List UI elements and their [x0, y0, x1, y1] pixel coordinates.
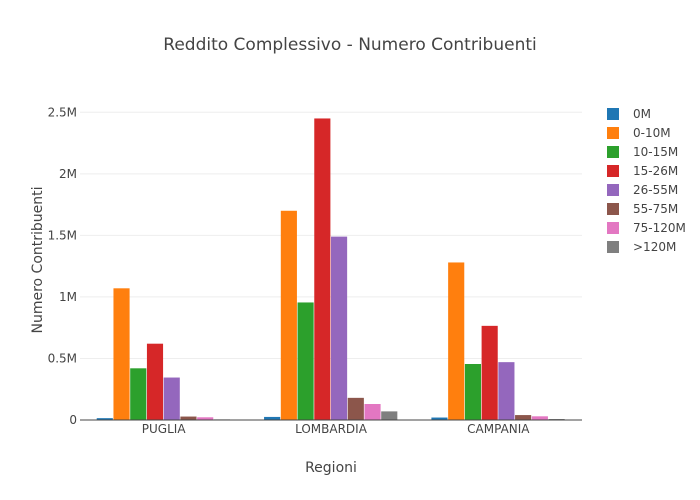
- bar[interactable]: [531, 416, 548, 420]
- legend-item[interactable]: 0M: [607, 107, 651, 121]
- legend-swatch: [607, 146, 619, 158]
- bar[interactable]: [448, 262, 465, 420]
- legend-swatch: [607, 165, 619, 177]
- y-tick-label: 0.5M: [48, 351, 77, 365]
- bar[interactable]: [146, 343, 164, 420]
- bar[interactable]: [297, 302, 314, 420]
- bar[interactable]: [364, 404, 381, 420]
- bar[interactable]: [515, 415, 532, 420]
- y-tick-label: 2M: [59, 167, 77, 181]
- legend-swatch: [607, 108, 619, 120]
- legend-swatch: [607, 184, 619, 196]
- bar[interactable]: [180, 416, 197, 420]
- y-tick-label: 1.5M: [48, 228, 77, 242]
- legend-label: 0-10M: [633, 126, 671, 140]
- legend-label: 75-120M: [633, 221, 686, 235]
- y-tick-label: 0: [69, 413, 77, 427]
- axes: 0 0.5M 1M 1.5M 2M 2.5M PUGLIA LOMBARDIA CAMPANIA: [48, 105, 582, 436]
- bar[interactable]: [197, 417, 214, 420]
- y-axis-title: Numero Contribuenti: [30, 186, 46, 333]
- bar[interactable]: [264, 416, 281, 420]
- bar[interactable]: [96, 418, 113, 420]
- x-tick-label: CAMPANIA: [467, 422, 530, 436]
- x-axis-title: Regioni: [305, 460, 357, 476]
- legend-swatch: [607, 203, 619, 215]
- x-tick-label: PUGLIA: [142, 422, 187, 436]
- legend-item[interactable]: 15-26M: [607, 164, 678, 178]
- legend-label: 10-15M: [633, 145, 678, 159]
- legend-label: 26-55M: [633, 183, 678, 197]
- bar[interactable]: [130, 368, 147, 420]
- bar[interactable]: [381, 411, 398, 420]
- legend-swatch: [607, 241, 619, 253]
- legend-item[interactable]: >120M: [607, 240, 676, 254]
- x-tick-label: LOMBARDIA: [295, 422, 368, 436]
- bar[interactable]: [280, 210, 297, 420]
- bar[interactable]: [113, 288, 130, 420]
- bar[interactable]: [314, 118, 331, 420]
- legend-label: 55-75M: [633, 202, 678, 216]
- legend-item[interactable]: 0-10M: [607, 126, 671, 140]
- legend-label: 0M: [633, 107, 651, 121]
- bar[interactable]: [498, 362, 515, 420]
- legend-label: >120M: [633, 240, 676, 254]
- y-tick-label: 1M: [59, 290, 77, 304]
- y-tick-label: 2.5M: [48, 105, 77, 119]
- bar[interactable]: [163, 377, 180, 420]
- bar[interactable]: [431, 417, 448, 420]
- bar[interactable]: [481, 325, 498, 420]
- bar[interactable]: [464, 364, 481, 420]
- legend-item[interactable]: 55-75M: [607, 202, 678, 216]
- legend-label: 15-26M: [633, 164, 678, 178]
- legend-swatch: [607, 127, 619, 139]
- bar[interactable]: [331, 236, 348, 420]
- legend-item[interactable]: 10-15M: [607, 145, 678, 159]
- bars[interactable]: [96, 118, 565, 420]
- grid-lines: [80, 111, 582, 359]
- legend[interactable]: 0M 0-10M 10-15M 15-26M 26-55M 55-75M 75-120M >1…: [607, 107, 686, 254]
- legend-swatch: [607, 222, 619, 234]
- legend-item[interactable]: 75-120M: [607, 221, 686, 235]
- chart-title: Reddito Complessivo - Numero Contribuent…: [163, 35, 536, 55]
- bar[interactable]: [347, 397, 364, 420]
- legend-item[interactable]: 26-55M: [607, 183, 678, 197]
